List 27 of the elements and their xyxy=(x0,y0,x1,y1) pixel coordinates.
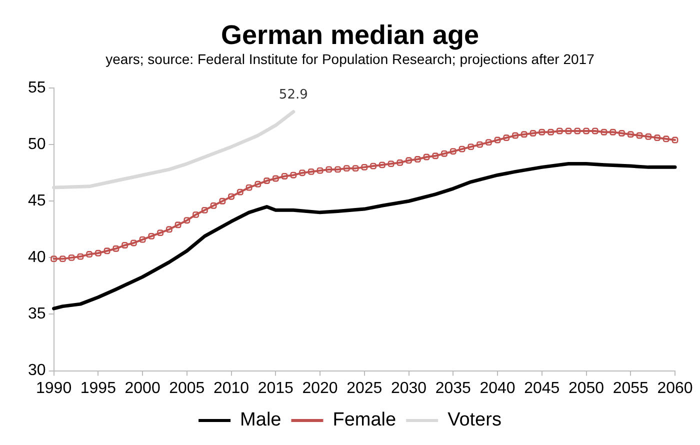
chart-subtitle: years; source: Federal Institute for Population Research; projections after 2017 xyxy=(104,50,596,68)
x-tick-label: 2005 xyxy=(169,380,205,397)
x-tick-label: 2000 xyxy=(124,380,160,397)
legend-label: Male xyxy=(240,410,282,431)
x-tick-label: 2045 xyxy=(524,380,560,397)
y-tick-label: 40 xyxy=(28,249,46,266)
x-tick-label: 2020 xyxy=(302,380,338,397)
x-tick-label: 1990 xyxy=(36,380,72,397)
x-tick-label: 2010 xyxy=(213,380,250,397)
x-tick-label: 1995 xyxy=(80,380,116,397)
x-tick-label: 2015 xyxy=(258,380,294,397)
x-tick-label: 2025 xyxy=(346,380,382,397)
x-tick-label: 2060 xyxy=(657,380,693,397)
y-tick-label: 55 xyxy=(28,79,46,96)
x-tick-label: 2035 xyxy=(435,380,472,397)
x-tick-label: 2055 xyxy=(612,380,649,397)
x-tick-label: 2030 xyxy=(390,380,427,397)
legend-label: Female xyxy=(332,410,396,431)
y-tick-label: 50 xyxy=(28,136,46,153)
x-tick-label: 2040 xyxy=(480,380,516,397)
annotation: 52.9 xyxy=(278,88,308,103)
legend-label: Voters xyxy=(448,410,502,431)
y-tick-label: 35 xyxy=(28,306,46,323)
y-tick-label: 30 xyxy=(28,362,46,380)
y-tick-label: 45 xyxy=(28,192,46,210)
x-tick-label: 2050 xyxy=(568,380,604,397)
chart-title: German median age xyxy=(220,19,480,50)
